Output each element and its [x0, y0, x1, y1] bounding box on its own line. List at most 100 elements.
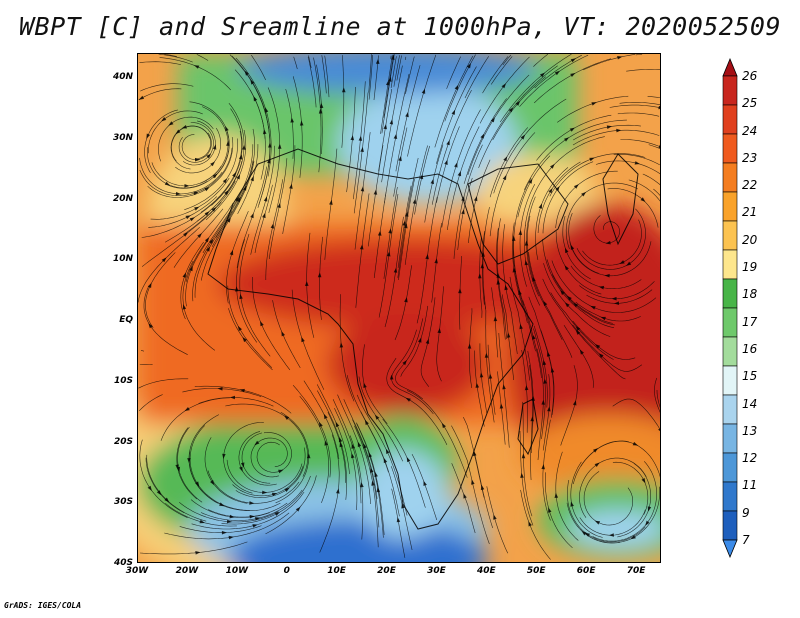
streamline — [391, 488, 406, 558]
streamline — [307, 56, 317, 108]
streamline-arrowhead — [197, 233, 202, 238]
colorbar-label: 13 — [742, 423, 758, 438]
streamline-arrowhead — [236, 174, 241, 180]
streamline-arrowhead — [581, 191, 587, 197]
coastline-outline — [207, 148, 639, 530]
streamline-arrowhead — [405, 397, 411, 402]
streamline — [479, 56, 530, 124]
streamline-arrowhead — [480, 263, 485, 269]
streamline-arrowhead — [277, 202, 281, 208]
streamline-arrowhead — [423, 480, 427, 486]
streamline — [529, 364, 533, 481]
streamline-arrowhead — [284, 487, 290, 492]
streamline — [185, 240, 208, 307]
streamline-arrowhead — [383, 124, 387, 130]
streamline — [579, 509, 646, 536]
streamline-arrowhead — [421, 88, 426, 94]
streamline-arrowhead — [502, 174, 507, 181]
streamline-arrowhead — [274, 512, 280, 516]
streamline — [221, 475, 311, 525]
streamline-arrowhead — [389, 374, 394, 380]
streamline — [339, 294, 355, 402]
streamline — [138, 394, 163, 412]
streamline — [378, 89, 392, 172]
streamline-arrowhead — [594, 462, 600, 467]
streamline-arrowhead — [260, 321, 264, 327]
streamline-arrowhead — [239, 293, 243, 300]
streamline-arrowhead — [532, 276, 536, 282]
streamline — [138, 378, 189, 389]
longitude-label: 70E — [626, 566, 646, 576]
streamline — [173, 208, 224, 268]
streamline — [308, 55, 312, 69]
streamline — [555, 231, 602, 295]
streamline-arrowhead — [478, 273, 482, 279]
streamline-arrowhead — [658, 144, 660, 149]
streamline-arrowhead — [404, 211, 409, 217]
streamline-arrowhead — [148, 323, 153, 329]
streamline — [313, 57, 322, 173]
streamline-arrowhead — [393, 133, 398, 139]
streamline — [572, 324, 643, 372]
streamline-arrowhead — [600, 316, 606, 321]
streamline-arrowhead — [358, 135, 363, 141]
streamline-arrowhead — [268, 142, 272, 148]
streamline-arrowhead — [204, 211, 210, 216]
colorbar-segment — [722, 162, 738, 193]
streamline — [353, 92, 369, 214]
streamline-arrowhead — [244, 70, 249, 76]
streamline-arrowhead — [189, 266, 193, 272]
streamline-arrowhead — [496, 272, 501, 278]
streamline — [265, 179, 283, 280]
streamline — [542, 419, 551, 521]
streamline — [251, 54, 266, 81]
streamline — [628, 179, 660, 202]
streamline-arrowhead — [542, 359, 547, 366]
streamline-arrowhead — [396, 517, 401, 523]
streamline-arrowhead — [404, 297, 408, 303]
streamline-arrowhead — [319, 103, 324, 109]
streamline — [337, 394, 371, 505]
streamline — [626, 69, 660, 72]
streamline — [620, 139, 660, 148]
streamline — [563, 324, 594, 388]
streamline-arrowhead — [581, 531, 587, 536]
streamline — [400, 305, 429, 377]
arabia-coastline — [467, 163, 569, 265]
streamline-arrowhead — [212, 173, 218, 179]
streamline — [617, 112, 660, 117]
streamline — [368, 54, 373, 100]
streamline — [573, 124, 641, 141]
streamline-arrowhead — [406, 456, 411, 463]
streamline-arrowhead — [466, 63, 471, 69]
streamline — [492, 76, 546, 141]
streamline — [146, 454, 207, 522]
south-indian-cool-field — [568, 509, 660, 549]
streamline — [533, 54, 549, 67]
streamline-arrowhead — [324, 440, 328, 446]
streamline-arrowhead — [584, 532, 591, 537]
streamline-arrowhead — [564, 137, 570, 142]
streamline-arrowhead — [503, 156, 508, 162]
streamline — [292, 385, 331, 478]
streamline — [316, 390, 347, 500]
streamline-arrowhead — [520, 134, 526, 140]
streamline — [411, 453, 437, 521]
streamline-arrowhead — [206, 153, 212, 159]
colorbar-label: 18 — [742, 287, 758, 302]
streamline — [517, 155, 551, 218]
streamline-arrowhead — [195, 157, 200, 162]
streamline-arrowhead — [182, 304, 187, 310]
streamline — [181, 132, 212, 161]
streamline-arrowhead — [388, 76, 392, 82]
streamline-arrowhead — [579, 349, 584, 355]
streamline — [148, 196, 218, 228]
colorbar-label: 17 — [742, 314, 758, 329]
streamline-arrowhead — [289, 183, 293, 189]
streamline-arrowhead — [425, 254, 429, 260]
latitude-label: 40S — [113, 558, 133, 568]
streamline-arrowhead — [375, 414, 380, 420]
streamline — [202, 144, 254, 254]
streamline-arrowhead — [235, 286, 239, 292]
streamline — [204, 437, 248, 504]
